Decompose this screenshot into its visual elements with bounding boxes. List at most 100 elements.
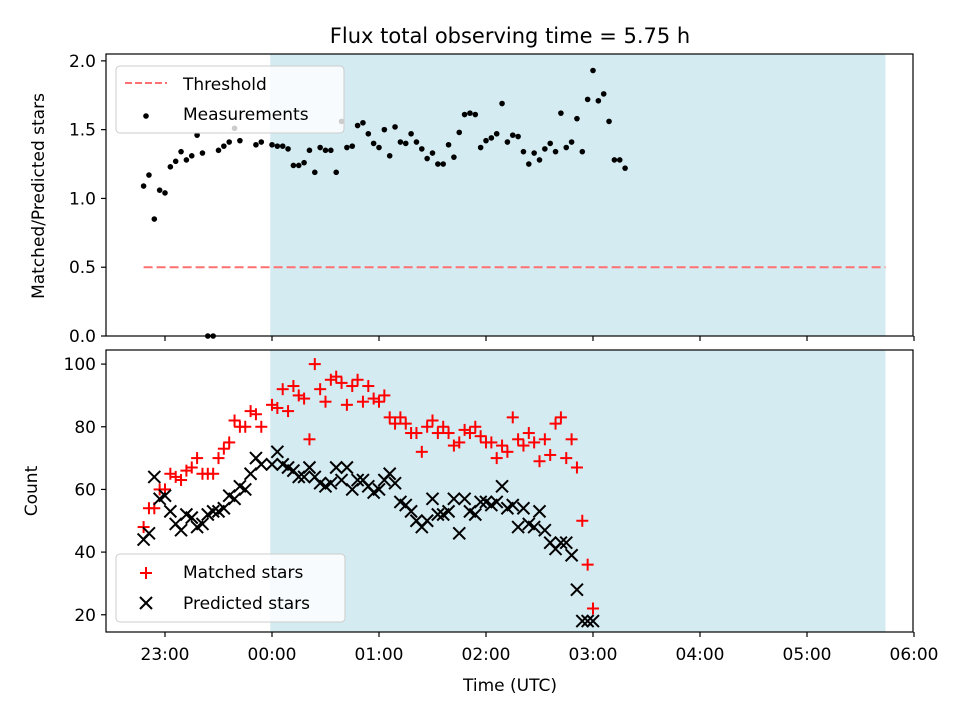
measurement-point <box>616 157 623 163</box>
predicted-star-point <box>527 520 541 534</box>
predicted-star-mark <box>382 467 397 481</box>
matched-star-point <box>282 405 295 418</box>
x-tick-label: 03:00 <box>569 645 618 665</box>
predicted-star-point <box>265 457 279 472</box>
matched-star-point <box>207 467 220 480</box>
matched-star-point <box>340 398 353 411</box>
measurement-point <box>520 148 527 155</box>
predicted-star-mark <box>302 460 317 475</box>
top-y-tick-label: 0.5 <box>69 258 96 278</box>
measurement-point <box>370 140 377 147</box>
measurement-point <box>493 130 500 137</box>
count-panel: 20 40 60 80 100 23:00 00:00 01:00 02:00 03:00 04:… <box>22 349 939 696</box>
measurement-point <box>504 139 511 145</box>
measurement-point <box>499 100 505 107</box>
measurement-point <box>606 118 612 125</box>
bottom-axes-frame <box>105 349 914 633</box>
matched-star-point <box>415 445 428 458</box>
predicted-star-mark <box>425 492 440 506</box>
predicted-star-point <box>538 523 552 537</box>
predicted-star-point <box>254 457 269 472</box>
predicted-star-point <box>302 460 317 475</box>
measurement-point <box>140 183 147 189</box>
measurement-point <box>386 152 393 159</box>
measurement-point <box>622 165 628 171</box>
measurement-point <box>558 110 564 116</box>
measurement-point <box>611 157 618 163</box>
predicted-star-point <box>372 482 386 497</box>
predicted-star-point <box>174 523 188 537</box>
measurement-point <box>392 124 398 130</box>
top-y-tick-label: 2.0 <box>69 52 96 72</box>
predicted-star-mark <box>575 614 590 628</box>
measurement-point <box>317 144 323 151</box>
matched-star-point <box>437 420 450 433</box>
matched-star-point <box>512 433 525 446</box>
measurement-point <box>178 148 184 155</box>
matched-star-point <box>528 436 541 449</box>
measurement-point <box>194 132 200 138</box>
measurement-point <box>312 169 318 176</box>
legend-measurements-label: Measurements <box>183 105 309 125</box>
predicted-star-mark <box>527 520 541 534</box>
top-legend-box <box>115 65 345 134</box>
measurement-point <box>568 139 575 145</box>
matched-star-point <box>239 420 252 433</box>
predicted-star-point <box>452 526 466 541</box>
matched-star-point <box>496 439 509 452</box>
matched-star-point <box>501 445 514 458</box>
measurement-point <box>226 139 232 145</box>
matched-star-point <box>431 427 444 440</box>
matched-star-point <box>410 427 423 440</box>
predicted-star-point <box>195 517 210 531</box>
predicted-star-point <box>297 470 311 484</box>
bottom-y-tick-label: 20 <box>74 606 96 626</box>
predicted-star-mark <box>238 482 252 497</box>
predicted-star-mark <box>324 476 338 490</box>
predicted-star-mark <box>495 479 509 494</box>
legend-predicted-swatch <box>139 596 153 610</box>
top-legend[interactable]: Threshold Measurements <box>115 65 345 134</box>
matched-star-point <box>442 427 455 440</box>
top-y-axis-label: Matched/Predicted stars <box>29 93 49 299</box>
x-tick-label: 01:00 <box>355 645 404 665</box>
matched-star-point <box>314 383 327 396</box>
x-tick-label: 02:00 <box>462 645 511 665</box>
predicted-star-point <box>158 488 172 503</box>
predicted-star-mark <box>511 520 525 534</box>
predicted-star-mark <box>570 582 584 597</box>
measurement-point <box>376 144 382 151</box>
measurement-point <box>328 147 334 154</box>
measurement-point <box>413 139 420 145</box>
predicted-star-mark <box>313 476 327 490</box>
measurement-point <box>445 141 452 148</box>
predicted-star-mark <box>457 492 472 506</box>
matched-star-point <box>191 452 204 465</box>
predicted-star-point <box>489 495 504 509</box>
predicted-star-point <box>345 482 359 497</box>
chart-title: Flux total observing time = 5.75 h <box>330 24 690 48</box>
predicted-star-point <box>564 548 579 562</box>
matched-star-point <box>373 395 385 408</box>
bottom-y-tick-label: 80 <box>74 418 96 438</box>
matched-star-point <box>469 420 482 433</box>
predicted-points <box>136 445 600 628</box>
predicted-star-mark <box>586 614 600 628</box>
matched-star-point <box>522 427 535 440</box>
measurement-point <box>349 143 356 149</box>
measurement-point <box>552 148 559 155</box>
predicted-star-mark <box>281 460 295 475</box>
measurement-point <box>542 146 548 152</box>
matched-star-point <box>506 411 519 424</box>
predicted-star-point <box>382 467 397 481</box>
predicted-star-point <box>206 504 220 519</box>
measurement-point <box>509 132 516 138</box>
measurement-point <box>322 147 329 154</box>
bottom-legend[interactable]: Matched stars Predicted stars <box>115 553 346 623</box>
predicted-star-point <box>532 504 547 519</box>
measurement-point <box>151 216 158 222</box>
bottom-legend-box <box>115 553 346 623</box>
matched-star-point <box>212 452 225 465</box>
predicted-star-point <box>334 473 349 487</box>
x-tick-label: 04:00 <box>676 645 725 665</box>
